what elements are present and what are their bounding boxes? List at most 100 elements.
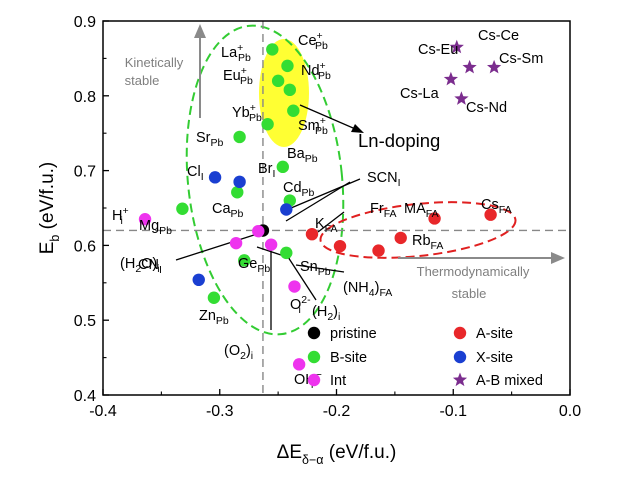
leader-nh4-line	[295, 264, 345, 273]
thermo-arrow-head	[551, 252, 565, 264]
label-eupb-3-sub: Pb	[240, 75, 253, 87]
label-csla-34: Cs-La	[400, 86, 440, 102]
point-x-site-15	[233, 175, 246, 189]
legend-x-site-marker	[453, 350, 467, 364]
point-b-site-6	[261, 118, 274, 131]
point-int-28	[264, 238, 278, 251]
point-a-b-mixed-32	[462, 59, 477, 74]
points-layer	[138, 39, 502, 371]
point-int-29	[288, 280, 301, 293]
point-int-30	[292, 358, 306, 371]
point-b-site-1	[266, 43, 279, 56]
label-csnd-35: Cs-Nd	[466, 100, 507, 116]
leader-k-line	[317, 211, 345, 233]
x-axis-title: ΔEδ−α (eV/f.u.)	[277, 442, 397, 467]
point-a-site-23	[333, 239, 347, 253]
legend-b-site-marker	[307, 350, 321, 364]
point-a-b-mixed-33	[487, 59, 502, 74]
label-hi-25: H+	[112, 205, 129, 224]
x-tick-label-2: -0.2	[323, 403, 351, 420]
label-srpb-7: SrPb	[196, 130, 224, 149]
leader-h2o-line	[175, 234, 255, 261]
legend-int-marker	[307, 373, 321, 387]
label-cli-16: ClI	[187, 164, 204, 183]
label-ybpb-6-sub: Pb	[249, 112, 262, 124]
leader-ln-doping-arrowhead	[351, 124, 364, 133]
labels-layer: La+PbCe+PbEu+PbNd+PbSm+PbYb+PbSrPbBaPbCa…	[112, 28, 543, 391]
point-x-site-18	[192, 273, 205, 287]
label-znpb-14: ZnPb	[199, 308, 229, 327]
y-tick-label-2: 0.6	[74, 238, 96, 255]
y-tick-label-5: 0.9	[74, 14, 96, 31]
annotation-kinetic-line1: Kinetically	[125, 55, 184, 70]
legend-a-b-mixed-label: A-B mixed	[476, 373, 543, 389]
point-int-27	[229, 236, 243, 250]
label-h2o-i: (H2O)i	[120, 256, 160, 275]
point-b-site-7	[233, 130, 246, 144]
point-x-site-16	[208, 171, 222, 184]
legend-pristine-label: pristine	[330, 326, 377, 342]
y-tick-label-1: 0.5	[74, 313, 96, 330]
label-cni-18: CNI	[138, 257, 162, 276]
thermo-region-ellipse	[319, 201, 517, 259]
point-b-site-5	[287, 104, 300, 117]
label-nh4-fa: (NH4)FA	[343, 280, 392, 299]
point-a-site-22	[394, 231, 407, 245]
label-csfa-19: CsFA	[481, 197, 512, 216]
label-h2-i: (H2)i	[312, 304, 340, 323]
label-hi-25-sub: i	[121, 215, 123, 227]
point-x-site-17	[280, 203, 293, 216]
x-tick-label-1: -0.3	[206, 403, 234, 420]
label-ndpb-4: Nd+	[301, 60, 326, 79]
annotation-ln-doping: Ln-doping	[358, 130, 440, 151]
y-tick-label-4: 0.8	[74, 89, 96, 106]
point-int-26	[252, 224, 265, 238]
label-mafa-20: MAFA	[404, 201, 439, 220]
point-b-site-12	[238, 254, 251, 267]
leader-scn-2	[285, 181, 351, 222]
point-b-site-14	[207, 291, 221, 304]
legend-a-b-mixed-marker	[452, 372, 468, 387]
label-smpb-5: Sm+	[298, 115, 326, 134]
legend-a-site-marker	[453, 326, 467, 340]
point-b-site-13	[280, 246, 293, 260]
point-a-site-19	[484, 208, 497, 221]
annotation-thermo-line1: Thermodynamically	[417, 264, 530, 279]
point-a-site-20	[428, 212, 441, 225]
point-a-b-mixed-34	[443, 71, 458, 86]
legend-b-site-label: B-site	[330, 350, 367, 366]
point-a-site-21	[305, 227, 319, 241]
legend: pristine B-site A-site X-site A-B mixed Int	[307, 326, 543, 389]
y-axis-title: Eb (eV/f.u.)	[37, 162, 62, 255]
label-lapb-1-sub: Pb	[238, 52, 251, 64]
leader-h2-line	[287, 256, 317, 301]
label-csce-32: Cs-Ce	[478, 28, 519, 44]
label-kfa-21: KFA	[315, 216, 338, 235]
label-oi-29-sub: i	[299, 304, 301, 316]
leader-scn	[290, 178, 361, 209]
label-o2-i: (O2)i	[224, 343, 253, 362]
label-snpb-13: SnPb	[300, 259, 331, 278]
x-tick-label-4: 0.0	[559, 403, 581, 420]
label-ndpb-4-sub: Pb	[318, 70, 331, 82]
point-b-site-3	[271, 74, 285, 88]
label-cdpb-10: CdPb	[283, 180, 315, 199]
point-b-site-9	[231, 186, 244, 199]
point-b-site-4	[283, 83, 296, 97]
point-b-site-8	[276, 160, 289, 174]
label-bri-15: BrI	[258, 161, 275, 180]
legend-int-label: Int	[330, 373, 346, 389]
label-rbfa-22: RbFA	[412, 233, 443, 252]
y-tick-label-0: 0.4	[74, 388, 96, 405]
legend-x-site-label: X-site	[476, 350, 513, 366]
legend-a-site-label: A-site	[476, 326, 513, 342]
label-ybpb-6: Yb+	[232, 102, 256, 121]
point-a-b-mixed-35	[454, 91, 469, 105]
y-tick-label-3: 0.7	[74, 164, 96, 181]
label-cseu-31: Cs-Eu	[418, 42, 458, 58]
annotation-kinetic-line2: stable	[125, 73, 160, 88]
label-capb-9: CaPb	[212, 201, 244, 220]
axes-layer: -0.4 -0.3 -0.2 -0.1 0.0 0.4 0.5 0.6 0.7 0.8 0.9 ΔEδ…	[37, 14, 581, 467]
label-scni-17: SCNI	[367, 170, 401, 189]
